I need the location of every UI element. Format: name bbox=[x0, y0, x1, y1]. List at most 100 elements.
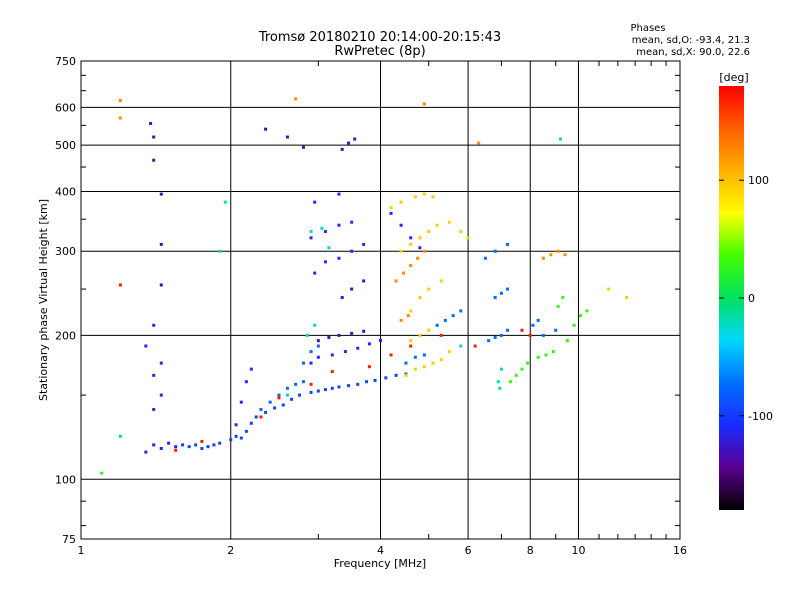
y-tick-label: 75 bbox=[62, 533, 76, 546]
data-point bbox=[181, 443, 185, 447]
data-point bbox=[477, 141, 481, 145]
data-point bbox=[309, 229, 313, 233]
data-point bbox=[422, 102, 426, 106]
data-point bbox=[340, 296, 344, 300]
data-point bbox=[466, 236, 470, 240]
data-point bbox=[254, 415, 258, 419]
y-tick-label: 100 bbox=[55, 473, 76, 486]
data-point bbox=[200, 446, 204, 450]
data-point bbox=[152, 135, 156, 139]
data-point bbox=[418, 236, 422, 240]
data-point bbox=[294, 382, 298, 386]
data-point bbox=[144, 344, 148, 348]
data-point bbox=[337, 385, 341, 389]
data-point bbox=[353, 137, 357, 141]
data-point bbox=[451, 314, 455, 318]
data-point bbox=[330, 386, 334, 390]
data-point bbox=[563, 253, 567, 257]
data-point bbox=[459, 309, 463, 313]
data-point bbox=[309, 382, 313, 386]
data-point bbox=[285, 135, 289, 139]
data-point bbox=[384, 376, 388, 380]
data-point bbox=[350, 249, 354, 253]
data-point bbox=[493, 296, 497, 300]
data-point bbox=[531, 323, 535, 327]
data-point bbox=[337, 192, 341, 196]
data-point bbox=[409, 242, 413, 246]
data-point bbox=[505, 242, 509, 246]
data-point bbox=[365, 380, 369, 384]
data-point bbox=[174, 445, 178, 449]
axis-ticks: 1 2 4 6 8 10 16 75 100 200 300 400 500 600 750 bbox=[55, 55, 687, 557]
data-point bbox=[435, 223, 439, 227]
data-point bbox=[234, 423, 238, 427]
data-point bbox=[159, 242, 163, 246]
data-point bbox=[447, 220, 451, 224]
data-point bbox=[244, 380, 248, 384]
data-point bbox=[350, 287, 354, 291]
data-point bbox=[431, 361, 435, 365]
data-point bbox=[249, 367, 253, 371]
data-point bbox=[520, 328, 524, 332]
data-point bbox=[558, 137, 562, 141]
data-point bbox=[536, 355, 540, 359]
data-point bbox=[323, 260, 327, 264]
data-point bbox=[159, 393, 163, 397]
data-point bbox=[544, 353, 548, 357]
data-point bbox=[356, 346, 360, 350]
data-point bbox=[347, 384, 351, 388]
data-point bbox=[418, 246, 422, 250]
data-point bbox=[422, 192, 426, 196]
data-point bbox=[565, 339, 569, 343]
data-point bbox=[290, 397, 294, 401]
data-point bbox=[362, 279, 366, 283]
data-point bbox=[239, 400, 243, 404]
data-point bbox=[541, 333, 545, 337]
data-point bbox=[149, 122, 153, 126]
data-point bbox=[413, 195, 417, 199]
data-point bbox=[402, 271, 406, 275]
data-point bbox=[118, 99, 122, 103]
x-tick-label: 1 bbox=[78, 544, 85, 557]
data-point bbox=[294, 97, 298, 101]
data-point bbox=[118, 434, 122, 438]
data-point bbox=[159, 283, 163, 287]
data-point bbox=[625, 296, 629, 300]
data-point bbox=[264, 410, 268, 414]
data-point bbox=[362, 329, 366, 333]
data-point bbox=[439, 279, 443, 283]
data-point bbox=[316, 355, 320, 359]
data-point bbox=[337, 333, 341, 337]
data-point bbox=[413, 355, 417, 359]
data-point bbox=[144, 450, 148, 454]
data-point bbox=[327, 246, 331, 250]
data-point bbox=[200, 439, 204, 443]
data-point bbox=[409, 309, 413, 313]
y-tick-label: 200 bbox=[55, 329, 76, 342]
data-point bbox=[409, 344, 413, 348]
data-point bbox=[508, 380, 512, 384]
data-point bbox=[159, 361, 163, 365]
data-point bbox=[439, 358, 443, 362]
data-point bbox=[316, 339, 320, 343]
data-point bbox=[223, 200, 227, 204]
data-point bbox=[273, 406, 277, 410]
data-point bbox=[249, 421, 253, 425]
data-point bbox=[409, 264, 413, 268]
data-point bbox=[447, 350, 451, 354]
data-point bbox=[413, 367, 417, 371]
data-point bbox=[607, 287, 611, 291]
data-point bbox=[323, 229, 327, 233]
data-point bbox=[373, 378, 377, 382]
data-point bbox=[350, 331, 354, 335]
phases-x-stats: mean, sd,X: 90.0, 22.6 bbox=[636, 47, 750, 58]
y-tick-label: 300 bbox=[55, 245, 76, 258]
data-point bbox=[556, 249, 560, 253]
data-point bbox=[340, 147, 344, 151]
data-point bbox=[152, 407, 156, 411]
data-point bbox=[100, 471, 104, 475]
data-point bbox=[152, 373, 156, 377]
grid-lines bbox=[81, 61, 680, 539]
data-point bbox=[206, 445, 210, 449]
